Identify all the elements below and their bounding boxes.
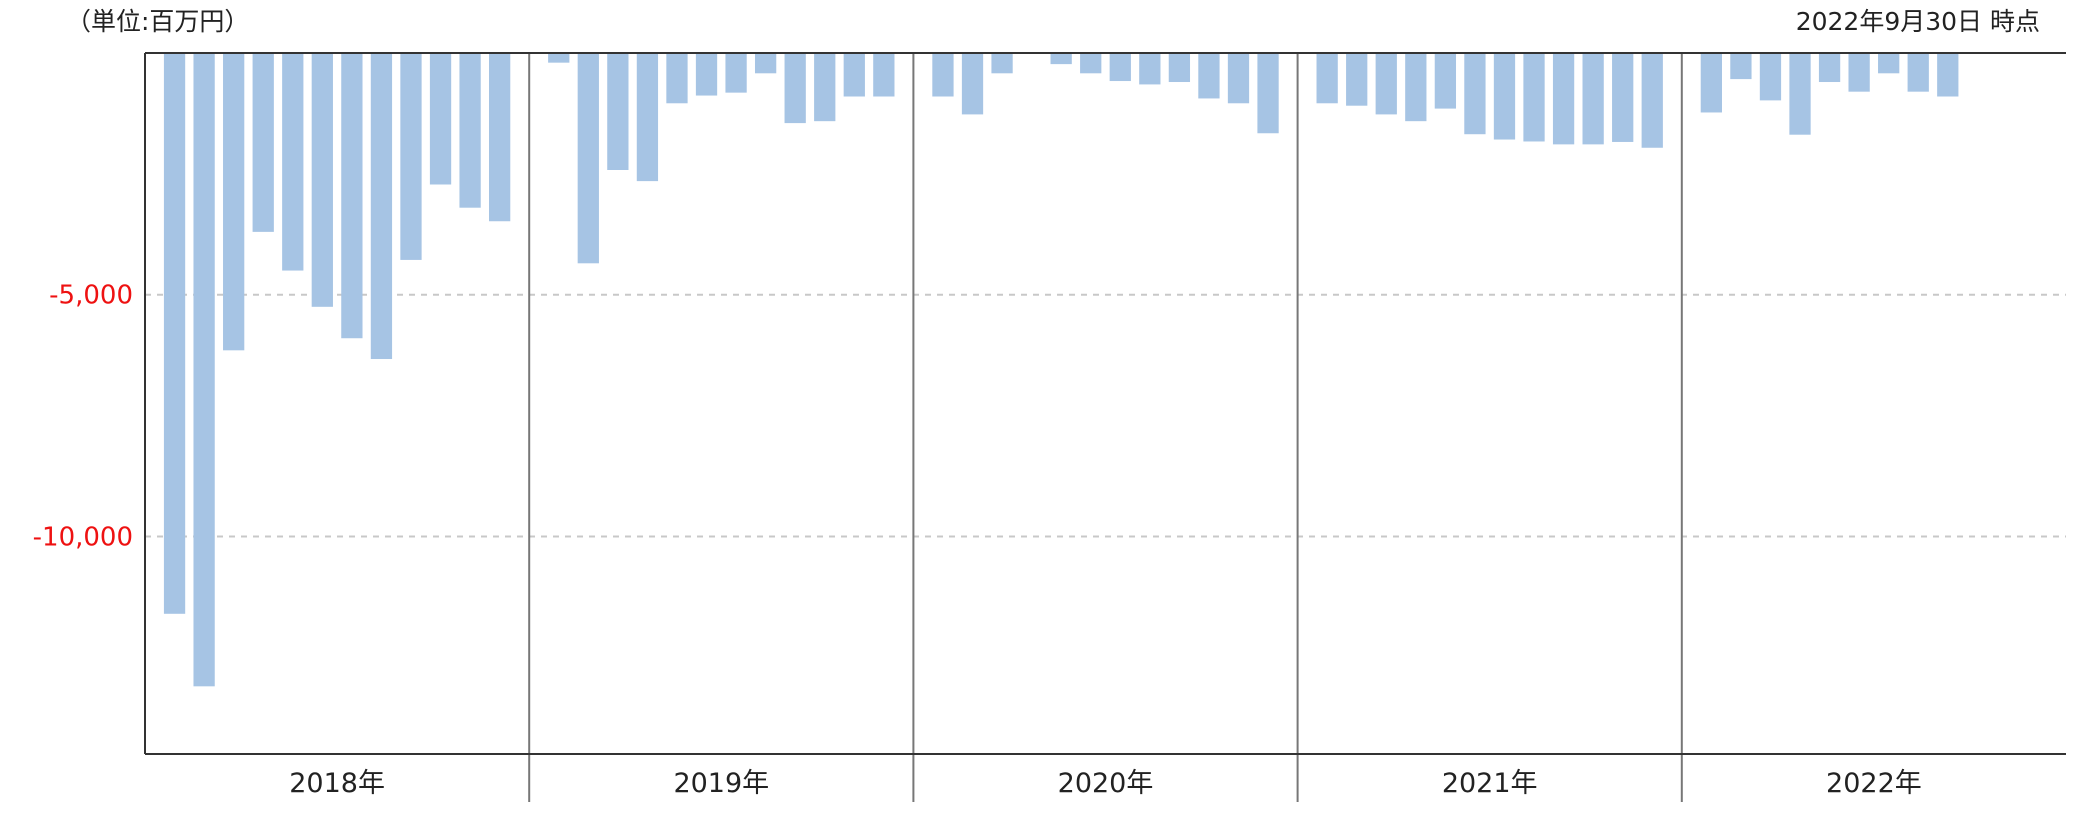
bar [1227,53,1250,104]
bar [1818,53,1841,83]
bar [311,53,333,307]
bar [725,53,747,93]
bar [223,53,245,351]
bar [666,53,688,104]
bar [961,53,984,115]
bar [1198,53,1220,99]
bar [695,53,718,96]
bar [1759,53,1782,101]
bar [400,53,422,260]
y-tick-label: -10,000 [33,522,133,552]
bar [1257,53,1279,134]
bar [489,53,511,222]
bar [1493,53,1516,140]
bar [282,53,304,271]
bar [1375,53,1397,115]
bar [1582,53,1604,145]
as-of-date: 2022年9月30日 時点 [1795,7,2040,36]
bar [1730,53,1752,80]
bar [1523,53,1545,142]
bar [1789,53,1811,135]
bar [1878,53,1900,74]
bar [607,53,629,170]
bar [784,53,806,124]
bar [1316,53,1338,104]
bar [1937,53,1959,97]
bar [548,53,570,63]
bar [1050,53,1072,65]
x-tick-label: 2019年 [673,768,769,799]
bar [163,53,186,614]
bar [1346,53,1368,106]
bar [252,53,274,232]
bar [814,53,836,122]
y-tick-label: -5,000 [49,281,133,311]
bar [193,53,215,687]
bar [636,53,659,182]
bar [843,53,865,97]
bar [1168,53,1191,83]
bar [873,53,895,97]
bar [1907,53,1929,92]
bar [341,53,363,339]
bar [370,53,393,360]
bar [1552,53,1575,145]
bar [1641,53,1663,148]
bar [1434,53,1457,109]
bar [932,53,954,97]
x-tick-label: 2021年 [1442,768,1538,799]
unit-label: （単位:百万円） [66,7,250,36]
bar [577,53,599,264]
bar [991,53,1013,74]
bar [1109,53,1131,82]
bar [1080,53,1102,74]
bar [754,53,777,74]
bar [1700,53,1722,113]
bar [1464,53,1486,135]
bar [459,53,481,208]
bar [1139,53,1161,85]
bar [1848,53,1870,92]
bar [429,53,452,185]
x-tick-label: 2018年 [289,768,385,799]
bar [1612,53,1634,142]
bar [1405,53,1427,122]
x-tick-label: 2020年 [1058,768,1154,799]
x-tick-label: 2022年 [1826,768,1922,799]
